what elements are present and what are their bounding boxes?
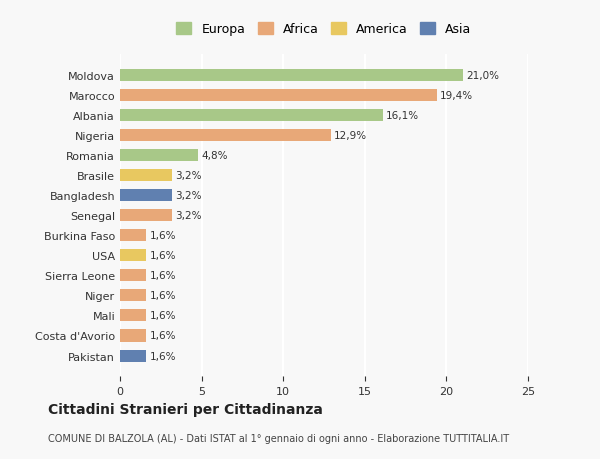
Text: 1,6%: 1,6% bbox=[149, 271, 176, 281]
Bar bbox=[120, 250, 146, 262]
Text: 19,4%: 19,4% bbox=[440, 91, 473, 101]
Bar bbox=[120, 350, 146, 362]
Text: 16,1%: 16,1% bbox=[386, 111, 419, 121]
Legend: Europa, Africa, America, Asia: Europa, Africa, America, Asia bbox=[173, 20, 475, 40]
Text: 12,9%: 12,9% bbox=[334, 131, 367, 141]
Text: 21,0%: 21,0% bbox=[466, 71, 499, 81]
Bar bbox=[120, 230, 146, 242]
Text: 1,6%: 1,6% bbox=[149, 331, 176, 341]
Bar bbox=[120, 170, 172, 182]
Bar bbox=[120, 190, 172, 202]
Bar bbox=[120, 90, 437, 102]
Bar bbox=[120, 150, 199, 162]
Text: 3,2%: 3,2% bbox=[175, 211, 202, 221]
Text: COMUNE DI BALZOLA (AL) - Dati ISTAT al 1° gennaio di ogni anno - Elaborazione TU: COMUNE DI BALZOLA (AL) - Dati ISTAT al 1… bbox=[48, 433, 509, 442]
Text: 1,6%: 1,6% bbox=[149, 251, 176, 261]
Bar bbox=[120, 130, 331, 142]
Bar bbox=[120, 270, 146, 282]
Bar bbox=[120, 330, 146, 342]
Bar bbox=[120, 290, 146, 302]
Text: 1,6%: 1,6% bbox=[149, 351, 176, 361]
Bar bbox=[120, 70, 463, 82]
Bar bbox=[120, 210, 172, 222]
Text: 1,6%: 1,6% bbox=[149, 311, 176, 321]
Text: 1,6%: 1,6% bbox=[149, 231, 176, 241]
Bar bbox=[120, 110, 383, 122]
Text: Cittadini Stranieri per Cittadinanza: Cittadini Stranieri per Cittadinanza bbox=[48, 402, 323, 416]
Text: 3,2%: 3,2% bbox=[175, 191, 202, 201]
Text: 3,2%: 3,2% bbox=[175, 171, 202, 181]
Text: 4,8%: 4,8% bbox=[202, 151, 228, 161]
Text: 1,6%: 1,6% bbox=[149, 291, 176, 301]
Bar bbox=[120, 310, 146, 322]
